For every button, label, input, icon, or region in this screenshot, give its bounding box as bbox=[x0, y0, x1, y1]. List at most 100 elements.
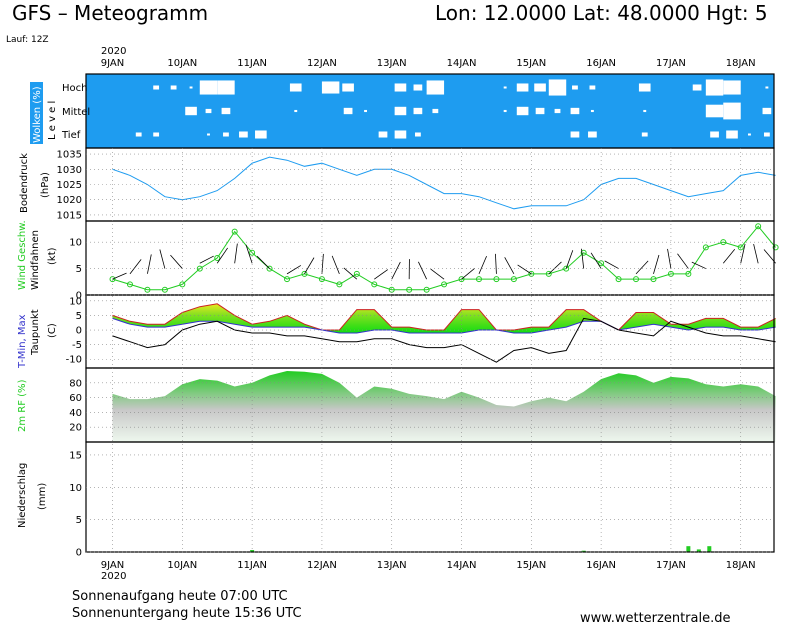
cloud-gap-cell bbox=[503, 86, 507, 89]
cloud-gap-cell bbox=[503, 109, 507, 113]
cloud-gap-cell bbox=[778, 106, 791, 116]
day-label-bottom: 15JAN bbox=[516, 560, 546, 571]
wind-barb bbox=[147, 254, 152, 274]
cloud-gap-cell bbox=[570, 131, 580, 138]
precip-bar bbox=[581, 550, 586, 552]
precip-bar bbox=[686, 546, 691, 552]
day-label-top: 10JAN bbox=[167, 58, 197, 69]
wind-tick-label: 10 bbox=[69, 238, 82, 249]
wind-barb bbox=[343, 267, 358, 280]
day-label-top: 17JAN bbox=[656, 58, 686, 69]
wind-barb bbox=[170, 254, 183, 269]
cloud-gap-cell bbox=[221, 107, 231, 115]
temp-tick-label: 10 bbox=[69, 296, 82, 307]
cloud-gap-cell bbox=[726, 130, 738, 139]
pressure-tick-label: 1015 bbox=[57, 210, 82, 221]
day-label-bottom: 18JAN bbox=[726, 560, 756, 571]
wind-speed-point bbox=[249, 249, 256, 256]
wind-speed-point bbox=[475, 276, 482, 283]
cloud-ylabel-text: Wolken (%) bbox=[32, 86, 43, 143]
pressure-tick-label: 1035 bbox=[57, 150, 82, 161]
wind-speed-point bbox=[353, 270, 360, 277]
wind-speed-point bbox=[214, 255, 221, 261]
wind-barb bbox=[517, 264, 532, 275]
cloud-gap-cell bbox=[589, 85, 596, 90]
day-label-top: 11JAN bbox=[237, 58, 267, 69]
wind-barb bbox=[667, 248, 672, 269]
cloud-gap-cell bbox=[723, 102, 741, 120]
cloud-gap-cell bbox=[641, 132, 648, 137]
location-readout: Lon: 12.0000 Lat: 48.0000 Hgt: 5 bbox=[435, 1, 768, 25]
cloud-gap-cell bbox=[534, 83, 546, 92]
temperature-panel bbox=[112, 303, 776, 363]
cloud-ylabel-bg bbox=[30, 82, 43, 144]
wind-barb bbox=[256, 255, 270, 269]
website-text: www.wetterzentrale.de bbox=[580, 611, 730, 625]
humidity-area bbox=[112, 371, 776, 442]
cloud-gap-cell bbox=[223, 132, 229, 137]
wind-speed-point bbox=[284, 276, 291, 283]
cloud-gap-cell bbox=[762, 107, 772, 115]
pressure-ylabel: Bodendruck bbox=[19, 153, 30, 213]
day-label-bottom: 16JAN bbox=[586, 560, 616, 571]
wind-barb bbox=[234, 243, 238, 264]
cloud-gap-cell bbox=[516, 83, 529, 92]
wind-speed-point bbox=[493, 276, 500, 283]
precip-ylabel: Niederschlag bbox=[17, 463, 28, 528]
wind-barb bbox=[590, 252, 602, 269]
cloud-gap-cell bbox=[643, 109, 647, 113]
tmax-line bbox=[112, 303, 776, 331]
wind-barb bbox=[159, 249, 166, 269]
cloud-gap-cell bbox=[189, 86, 193, 89]
precip-tick-label: 10 bbox=[69, 483, 82, 494]
wind-tick-label: 0 bbox=[76, 291, 82, 302]
model-title: GFS – Meteogramm bbox=[12, 1, 208, 25]
cloud-level-hoch: Hoch bbox=[62, 83, 87, 94]
wind-speed-point bbox=[563, 265, 570, 272]
rh-tick-label: 40 bbox=[69, 408, 82, 419]
pressure-tick-label: 1030 bbox=[57, 165, 82, 176]
cloud-gap-cell bbox=[763, 132, 770, 137]
wind-barb bbox=[199, 255, 214, 264]
pressure-unit: (hPa) bbox=[40, 172, 51, 198]
precip-bar bbox=[707, 546, 712, 552]
day-label-bottom: 13JAN bbox=[377, 560, 407, 571]
temp-tick-label: -10 bbox=[66, 355, 82, 366]
pressure-tick-label: 1020 bbox=[57, 195, 82, 206]
wind-panel bbox=[109, 223, 779, 293]
wind-barb bbox=[740, 243, 746, 264]
temp-unit: (C) bbox=[47, 323, 58, 338]
wind-barb bbox=[286, 265, 302, 275]
grid-lines bbox=[85, 73, 775, 553]
year-label-top: 2020 bbox=[101, 46, 126, 57]
wind-speed-point bbox=[336, 281, 343, 288]
wind-barb bbox=[418, 261, 427, 280]
wind-speed-point bbox=[702, 244, 709, 251]
cloud-gap-cell bbox=[548, 79, 567, 96]
cloud-gap-cell bbox=[588, 131, 597, 138]
wind-barb bbox=[304, 257, 315, 275]
precip-unit: (mm) bbox=[37, 483, 48, 510]
wind-barb bbox=[753, 243, 759, 264]
cloud-gap-cell bbox=[289, 83, 302, 92]
wind-speed-point bbox=[301, 270, 308, 277]
cloud-gap-cell bbox=[590, 109, 594, 113]
cloud-gap-cell bbox=[778, 130, 791, 139]
wind-barb bbox=[677, 253, 689, 269]
cloud-gap-cell bbox=[135, 132, 142, 137]
cloud-gap-cell bbox=[426, 80, 445, 95]
cloud-gap-cell bbox=[394, 83, 407, 92]
rh-tick-label: 80 bbox=[69, 378, 82, 389]
humidity-panel bbox=[112, 371, 776, 442]
cloud-gap-cell bbox=[765, 86, 769, 89]
cloud-gap-cell bbox=[153, 132, 160, 137]
cloud-gap-cell bbox=[378, 131, 388, 138]
day-label-top: 13JAN bbox=[377, 58, 407, 69]
cloud-gap-cell bbox=[153, 85, 160, 90]
year-label-bottom: 2020 bbox=[101, 571, 126, 582]
day-label-top: 15JAN bbox=[516, 58, 546, 69]
pressure-tick-label: 1025 bbox=[57, 180, 82, 191]
day-label-bottom: 10JAN bbox=[167, 560, 197, 571]
cloud-gap-cell bbox=[294, 109, 298, 113]
wind-speed-point bbox=[685, 270, 692, 277]
